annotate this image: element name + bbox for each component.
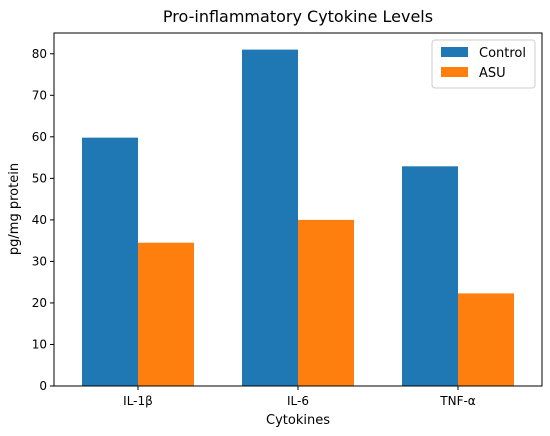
legend-swatch-asu xyxy=(441,67,468,77)
y-tick-label: 0 xyxy=(39,379,47,393)
y-tick-label: 30 xyxy=(32,254,47,268)
legend-swatch-control xyxy=(441,47,468,57)
bars-group xyxy=(82,49,514,387)
bar-asu-2 xyxy=(458,293,514,386)
bar-control-1 xyxy=(242,49,298,387)
bar-control-0 xyxy=(82,137,138,386)
y-axis: 0 10 20 30 40 50 60 70 80 xyxy=(32,47,54,393)
y-tick-label: 40 xyxy=(32,213,47,227)
bar-asu-0 xyxy=(138,242,194,386)
legend-label-asu: ASU xyxy=(479,66,506,81)
y-tick-label: 50 xyxy=(32,171,47,185)
x-tick-label: IL-1β xyxy=(123,394,153,408)
chart-title: Pro-inflammatory Cytokine Levels xyxy=(163,7,433,26)
y-tick-label: 60 xyxy=(32,130,47,144)
bar-control-2 xyxy=(402,166,458,386)
y-tick-label: 20 xyxy=(32,296,47,310)
x-axis: IL-1β IL-6 TNF-α xyxy=(123,386,476,408)
x-tick-label: IL-6 xyxy=(287,394,309,408)
y-axis-label: pg/mg protein xyxy=(7,163,22,255)
y-tick-label: 80 xyxy=(32,47,47,61)
legend-label-control: Control xyxy=(479,46,526,61)
y-tick-label: 10 xyxy=(32,337,47,351)
bar-asu-1 xyxy=(298,219,354,386)
legend: Control ASU xyxy=(431,39,536,89)
x-tick-label: TNF-α xyxy=(439,394,476,408)
x-axis-label: Cytokines xyxy=(266,413,330,428)
y-tick-label: 70 xyxy=(32,88,47,102)
